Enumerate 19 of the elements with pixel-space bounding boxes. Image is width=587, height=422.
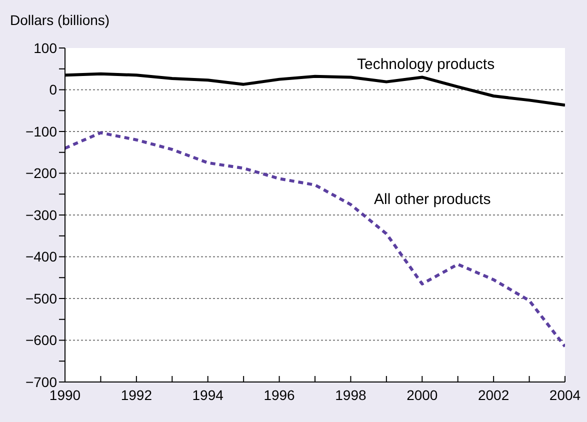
y-tick-label: −100: [25, 123, 58, 140]
x-tick-label: 1998: [335, 386, 366, 403]
y-tick-label: −600: [25, 332, 58, 348]
y-tick-label: −500: [25, 290, 58, 306]
series-label: Technology products: [357, 56, 495, 73]
x-tick-label: 1992: [120, 386, 152, 403]
line-series: [65, 131, 565, 348]
y-tick-label: 0: [49, 82, 58, 98]
y-tick-label: −300: [25, 206, 58, 223]
y-axis-title: Dollars (billions): [10, 12, 110, 28]
x-tick-label: 2004: [549, 386, 581, 403]
x-tick-label: 2002: [478, 386, 510, 403]
x-tick-label: 1994: [192, 386, 224, 403]
x-tick-label: 2000: [406, 386, 438, 403]
y-tick-label: −200: [25, 165, 58, 182]
y-tick-label: 100: [34, 40, 58, 56]
series-label: All other products: [374, 191, 491, 208]
x-tick-label: 1996: [264, 386, 296, 403]
y-tick-label: −400: [25, 248, 58, 265]
